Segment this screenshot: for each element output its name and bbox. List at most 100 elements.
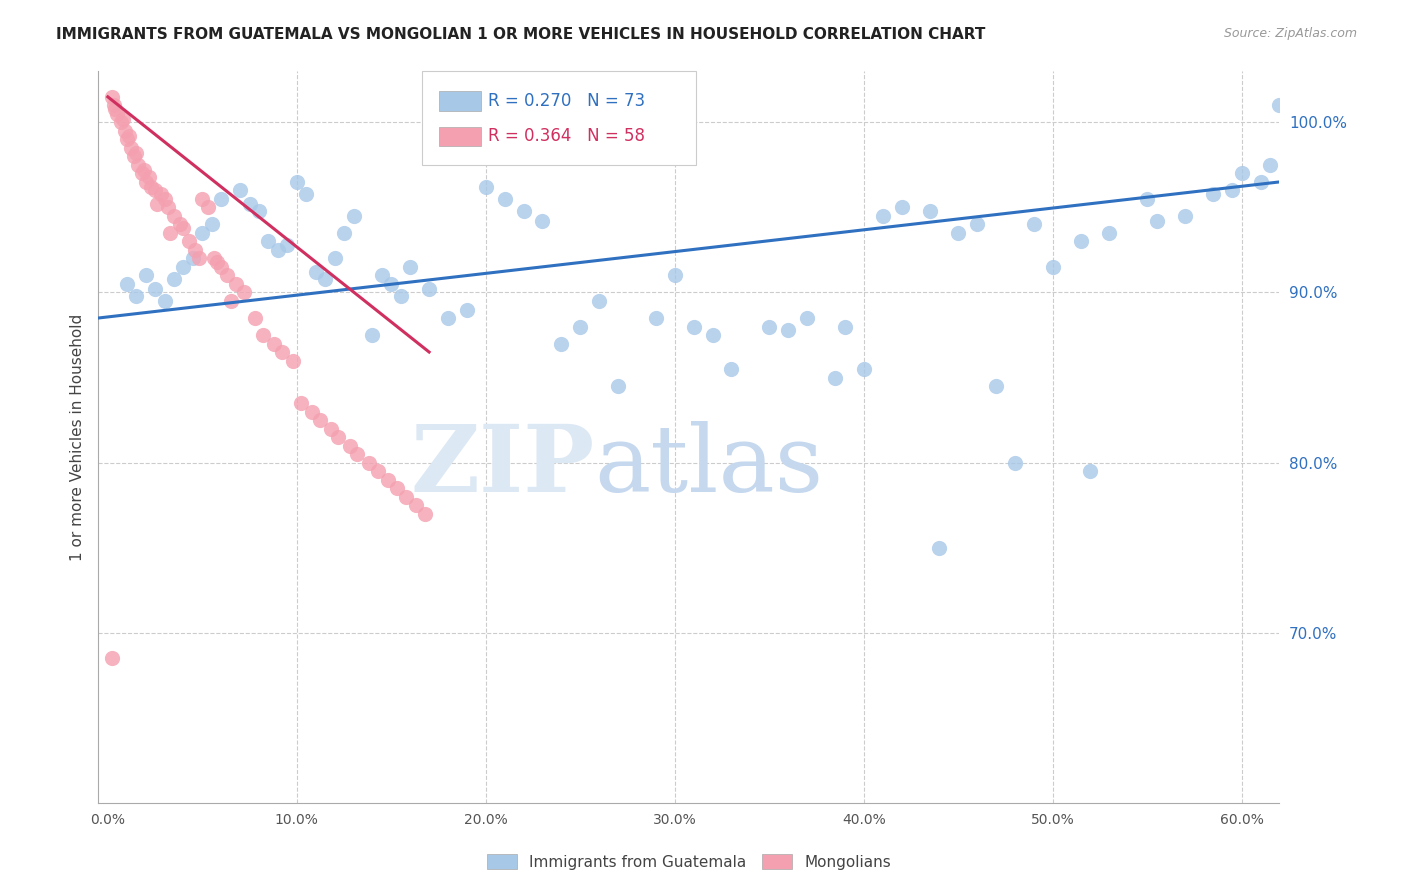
- Point: [339, 439, 361, 453]
- Point: [125, 289, 148, 303]
- Point: [143, 282, 166, 296]
- Point: [172, 260, 194, 274]
- Point: [276, 238, 298, 252]
- Point: [1042, 260, 1064, 274]
- Point: [357, 456, 380, 470]
- Point: [110, 115, 132, 129]
- Point: [111, 112, 134, 126]
- Point: [143, 183, 166, 197]
- Text: R = 0.364   N = 58: R = 0.364 N = 58: [488, 128, 645, 145]
- Point: [852, 362, 875, 376]
- Point: [824, 370, 846, 384]
- Point: [146, 197, 169, 211]
- Point: [494, 192, 516, 206]
- Point: [377, 473, 399, 487]
- Point: [385, 481, 408, 495]
- Point: [395, 490, 418, 504]
- Point: [135, 268, 157, 283]
- Point: [1080, 464, 1102, 478]
- Point: [1230, 166, 1253, 180]
- Point: [281, 353, 304, 368]
- Point: [1146, 214, 1168, 228]
- Point: [918, 203, 941, 218]
- Point: [1136, 192, 1159, 206]
- Text: R = 0.270   N = 73: R = 0.270 N = 73: [488, 92, 645, 110]
- Point: [720, 362, 742, 376]
- Point: [295, 186, 318, 201]
- Point: [966, 218, 988, 232]
- Point: [550, 336, 572, 351]
- Point: [157, 201, 180, 215]
- Point: [346, 447, 368, 461]
- Point: [305, 265, 328, 279]
- Point: [127, 158, 149, 172]
- Point: [125, 146, 148, 161]
- Point: [141, 180, 163, 194]
- Legend: Immigrants from Guatemala, Mongolians: Immigrants from Guatemala, Mongolians: [481, 848, 897, 876]
- Point: [1070, 235, 1092, 249]
- Point: [100, 651, 122, 665]
- Point: [197, 201, 219, 215]
- Point: [1220, 183, 1243, 197]
- Point: [219, 293, 242, 308]
- Point: [418, 282, 440, 296]
- Point: [319, 421, 342, 435]
- Point: [181, 252, 204, 266]
- Point: [333, 226, 356, 240]
- Text: atlas: atlas: [595, 421, 824, 511]
- Point: [207, 255, 229, 269]
- Point: [984, 379, 1007, 393]
- Point: [114, 124, 136, 138]
- Point: [153, 192, 176, 206]
- Point: [163, 272, 186, 286]
- Point: [475, 180, 498, 194]
- Point: [138, 169, 160, 184]
- Point: [834, 319, 856, 334]
- Point: [115, 132, 138, 146]
- Point: [184, 243, 207, 257]
- Point: [301, 404, 323, 418]
- Point: [664, 268, 686, 283]
- Point: [132, 163, 155, 178]
- Point: [758, 319, 780, 334]
- Point: [371, 268, 394, 283]
- Point: [103, 98, 125, 112]
- Point: [778, 323, 800, 337]
- Point: [796, 311, 818, 326]
- Point: [1268, 98, 1291, 112]
- Point: [872, 209, 894, 223]
- Point: [120, 141, 142, 155]
- Point: [201, 218, 224, 232]
- Point: [361, 328, 384, 343]
- Point: [328, 430, 350, 444]
- Point: [187, 252, 209, 266]
- Point: [257, 235, 280, 249]
- Point: [159, 226, 181, 240]
- Point: [179, 235, 201, 249]
- Point: [607, 379, 630, 393]
- Point: [131, 166, 153, 180]
- Point: [267, 243, 290, 257]
- Point: [100, 90, 122, 104]
- Point: [247, 203, 270, 218]
- Point: [323, 252, 346, 266]
- Point: [644, 311, 666, 326]
- Point: [232, 285, 254, 300]
- Point: [928, 541, 950, 555]
- Point: [209, 260, 232, 274]
- Point: [270, 345, 292, 359]
- Point: [405, 498, 427, 512]
- Point: [389, 289, 412, 303]
- Point: [1174, 209, 1197, 223]
- Point: [191, 226, 214, 240]
- Point: [209, 192, 232, 206]
- Point: [1202, 186, 1225, 201]
- Text: Source: ZipAtlas.com: Source: ZipAtlas.com: [1223, 27, 1357, 40]
- Point: [890, 201, 912, 215]
- Text: IMMIGRANTS FROM GUATEMALA VS MONGOLIAN 1 OR MORE VEHICLES IN HOUSEHOLD CORRELATI: IMMIGRANTS FROM GUATEMALA VS MONGOLIAN 1…: [56, 27, 986, 42]
- Point: [1022, 218, 1045, 232]
- Point: [415, 507, 437, 521]
- Point: [437, 311, 460, 326]
- Point: [588, 293, 610, 308]
- Point: [239, 197, 262, 211]
